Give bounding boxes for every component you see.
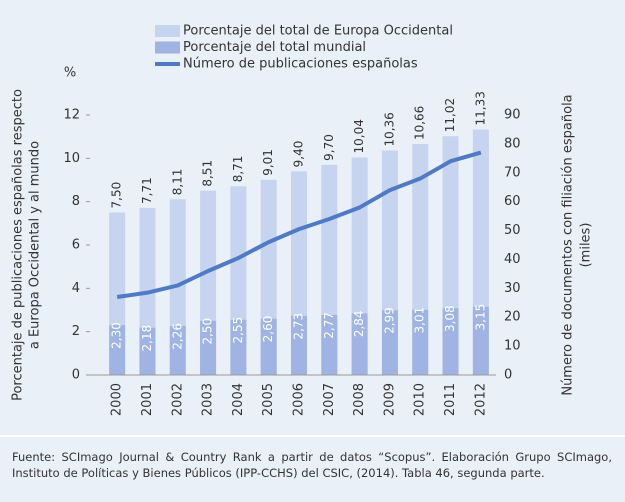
- bar: [200, 320, 217, 375]
- value-label: 9,70: [322, 134, 336, 161]
- value-label: 7,50: [110, 182, 124, 209]
- bar: [442, 308, 459, 375]
- y-tick-label: 0: [72, 368, 80, 383]
- legend-label: Porcentaje del total mundial: [183, 40, 366, 55]
- legend-swatch: [155, 25, 180, 37]
- y2-tick-label: 90: [504, 108, 521, 123]
- value-label: 10,04: [352, 119, 366, 153]
- bar: [472, 306, 489, 375]
- value-label: 8,51: [201, 160, 215, 187]
- value-label: 9,40: [292, 141, 306, 168]
- bar: [109, 325, 126, 375]
- x-tick-label: 2007: [322, 383, 337, 416]
- bar: [291, 315, 307, 375]
- value-label: 2,30: [110, 322, 124, 349]
- value-label: 11,02: [443, 98, 457, 132]
- y2-tick-label: 30: [504, 281, 521, 296]
- value-label: 10,66: [413, 106, 427, 140]
- y2-tick-label: 60: [504, 194, 521, 209]
- y-axis-label: a Europa Occidental y al mundo: [28, 141, 43, 349]
- x-tick-label: 2006: [292, 383, 307, 416]
- bar: [351, 313, 368, 375]
- value-label: 2,60: [261, 316, 275, 343]
- x-tick-label: 2012: [473, 383, 488, 416]
- y2-tick-label: 40: [504, 252, 521, 267]
- value-label: 11,33: [473, 91, 487, 125]
- legend-label: Porcentaje del total de Europa Occidenta…: [183, 24, 453, 39]
- value-label: 2,55: [231, 317, 245, 344]
- x-tick-label: 2011: [443, 383, 458, 416]
- value-label: 2,77: [322, 312, 336, 339]
- bar: [169, 326, 186, 375]
- bar: [260, 318, 277, 375]
- value-label: 8,11: [170, 169, 184, 196]
- chart: % Porcentaje de publicaciones españolas …: [0, 24, 625, 437]
- y2-tick-label: 80: [504, 136, 521, 151]
- x-tick-label: 2010: [413, 383, 428, 416]
- y2-tick-label: 50: [504, 223, 521, 238]
- value-label: 2,73: [292, 313, 306, 340]
- line: [116, 150, 482, 299]
- y-tick-label: 8: [72, 194, 80, 209]
- x-tick-label: 2003: [201, 383, 216, 416]
- value-label: 2,99: [382, 307, 396, 334]
- y2-axis-label: Número de documentos con filiación españ…: [561, 94, 576, 395]
- value-label: 8,71: [231, 156, 245, 183]
- y2-tick-label: 0: [504, 368, 512, 383]
- y-tick-label: 2: [72, 324, 80, 339]
- y-axis-label: Porcentaje de publicaciones españolas re…: [11, 89, 26, 401]
- y-unit: %: [64, 66, 76, 81]
- y2-axis-label: (miles): [579, 223, 594, 268]
- value-label: 2,50: [201, 318, 215, 345]
- value-label: 3,01: [413, 307, 427, 334]
- x-tick-label: 2002: [170, 383, 185, 416]
- x-tick-label: 2001: [140, 383, 155, 416]
- value-label: 2,84: [352, 310, 366, 337]
- value-label: 10,36: [382, 112, 396, 146]
- y2-tick-label: 10: [504, 339, 521, 354]
- value-label: 2,18: [140, 325, 154, 352]
- bar: [139, 327, 156, 375]
- x-tick-label: 2000: [110, 383, 125, 416]
- value-label: 2,26: [170, 323, 184, 350]
- y-tick-label: 4: [72, 281, 80, 296]
- y2-tick-label: 20: [504, 310, 521, 325]
- x-tick-label: 2005: [261, 383, 276, 416]
- value-label: 9,01: [261, 149, 275, 176]
- bar: [321, 314, 338, 375]
- y2-tick-label: 70: [504, 165, 521, 180]
- source-note: Fuente: SCImago Journal & Country Rank a…: [12, 450, 612, 480]
- legend-label: Número de publicaciones españolas: [183, 57, 418, 72]
- value-label: 7,71: [140, 177, 154, 204]
- value-label: 3,08: [443, 305, 457, 332]
- value-label: 3,15: [473, 304, 487, 331]
- x-tick-label: 2008: [352, 383, 367, 416]
- x-tick-label: 2004: [231, 383, 246, 416]
- bar: [412, 309, 429, 375]
- bar: [230, 319, 247, 375]
- bar: [381, 310, 398, 375]
- x-tick-label: 2009: [382, 383, 397, 416]
- y-tick-label: 12: [63, 108, 80, 123]
- y-tick-label: 10: [63, 151, 80, 166]
- y-tick-label: 6: [72, 238, 80, 253]
- legend-swatch: [155, 41, 180, 54]
